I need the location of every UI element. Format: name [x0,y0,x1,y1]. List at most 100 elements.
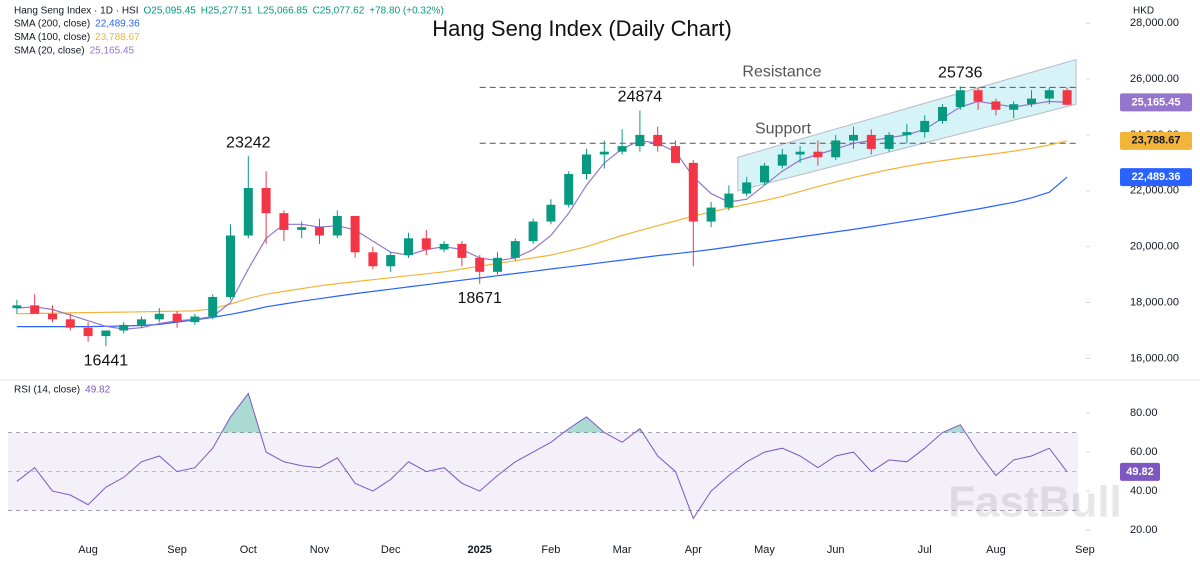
watermark: FastBull [948,478,1122,527]
candle-body [866,134,876,149]
candle-body [421,238,431,250]
y-tick-label: 80.00 [1130,407,1158,419]
legend-value: 49.82 [85,385,110,396]
candle-body [831,140,841,158]
candle-body [190,316,200,323]
candle-body [208,296,218,317]
candle-body [599,151,609,155]
candle-body [279,213,289,230]
rsi-tag [1120,462,1160,481]
x-tick-label: Feb [541,544,560,556]
price-tag [1120,131,1192,150]
candle-body [172,313,182,323]
quote: H25,277.51 [201,6,253,17]
candle-body [546,204,556,222]
candle-body [991,101,1001,110]
y-tick-label: 18,000.00 [1130,296,1179,308]
candle-body [65,319,75,328]
x-tick-label: Oct [240,544,257,556]
candle-body [12,305,22,309]
candle-body [671,146,680,163]
currency: HKD [1133,6,1154,17]
candle-body [1027,98,1036,105]
candle-body [1062,90,1072,105]
candle-body [297,227,307,230]
x-tick-label: Jul [918,544,932,556]
y-tick-label: 28,000.00 [1130,17,1179,29]
peak-label: 23242 [226,134,271,151]
y-tick-label: 16,000.00 [1130,352,1179,364]
candle-body [564,174,574,205]
x-tick-label: Apr [685,544,702,556]
legend-value: 25,165.45 [90,46,135,57]
candle-body [528,221,538,242]
quote: C25,077.62 [313,6,365,17]
sma-line [16,140,1068,315]
x-tick-label: Aug [78,544,98,556]
x-tick-label: Sep [1075,544,1095,556]
rsi-overbought [221,393,966,433]
y-tick-label: 26,000.00 [1130,73,1179,85]
candle-body [510,241,520,258]
candle-body [137,319,146,325]
price-tag-label: 22,489.36 [1132,171,1181,183]
candle-body [724,193,734,208]
candle-body [902,132,912,135]
peak-label: 24874 [618,89,663,106]
legend-value: 23,788.67 [95,32,140,43]
price-tag-label: 25,165.45 [1132,96,1181,108]
candle-body [635,134,645,147]
quote: O25,095.45 [144,6,197,17]
rsi-tag-label: 49.82 [1126,466,1154,478]
candle-body [404,238,413,256]
x-tick-label: Jun [827,544,845,556]
y-tick-label: 40.00 [1130,485,1158,497]
candle-body [332,215,342,236]
legend-name: SMA (100, close) [14,32,90,43]
y-tick-label: 20,000.00 [1130,241,1179,253]
y-tick-label: 60.00 [1130,446,1158,458]
candle-body [386,255,396,267]
candle-body [973,90,983,102]
candle-body [315,227,324,236]
candle-body [457,243,467,258]
candle-body [226,235,235,297]
legend-name: SMA (20, close) [14,46,85,57]
candle-body [243,188,253,236]
chart-title: Hang Seng Index (Daily Chart) [432,16,732,41]
candle-body [920,120,930,133]
level-label: Support [755,121,812,138]
y-tick-label: 20.00 [1130,524,1158,536]
candle-body [795,151,805,155]
price-tag [1120,93,1192,112]
x-tick-label: Mar [613,544,632,556]
level-label: Resistance [742,64,821,81]
candle-body [368,252,378,267]
x-tick-label: Dec [381,544,401,556]
quote: +78.80 (+0.32%) [369,6,444,17]
x-tick-label: Aug [986,544,1006,556]
y-tick-label: 22,000.00 [1130,185,1179,197]
candle-body [350,215,360,253]
candle-body [475,257,485,272]
candle-body [884,134,894,149]
peak-label: 16441 [84,352,129,369]
candle-body [760,165,769,183]
candle-body [439,243,449,250]
candle-body [706,207,716,222]
candle-body [777,154,787,166]
x-tick-label: 2025 [467,544,491,556]
rsi-line [16,392,1068,520]
price-tag [1120,168,1192,187]
candle-body [1009,104,1019,110]
x-tick-label: May [754,544,775,556]
peak-label: 18671 [457,290,502,307]
candle-body [119,324,129,331]
candle-body [1044,90,1054,99]
symbol: Hang Seng Index · 1D · HSI [14,6,139,17]
sma-line [16,176,1068,328]
candle-body [101,330,111,337]
candle-body [813,151,823,158]
x-tick-label: Nov [310,544,330,556]
